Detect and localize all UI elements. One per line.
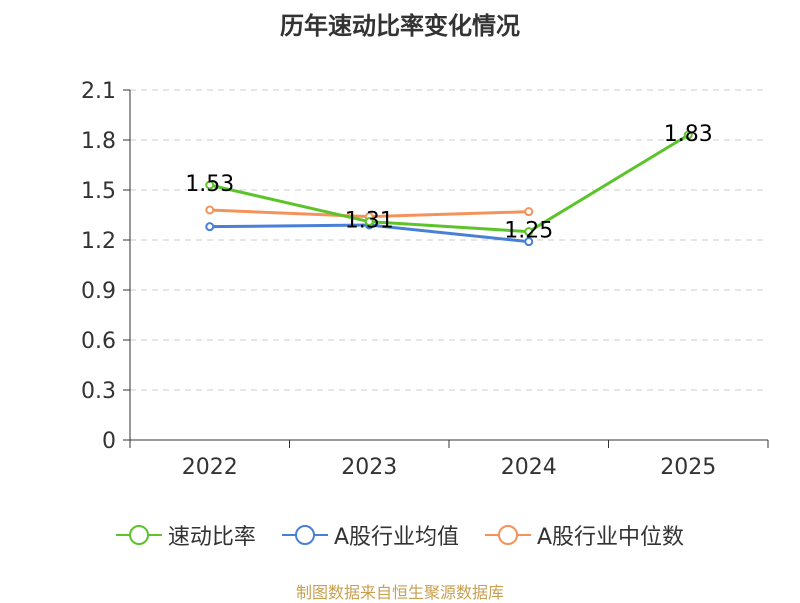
y-tick-label: 1.8 xyxy=(81,129,116,154)
data-point xyxy=(205,222,215,232)
y-tick-label: 0.3 xyxy=(81,379,116,404)
chart-title: 历年速动比率变化情况 xyxy=(280,12,520,40)
data-point xyxy=(683,130,693,140)
legend-label-industry-mean: A股行业均值 xyxy=(333,525,459,550)
data-source-note: 制图数据来自恒生聚源数据库 xyxy=(295,583,504,602)
legend-item-quick-ratio[interactable]: 速动比率 xyxy=(115,519,256,551)
data-point xyxy=(524,237,534,247)
y-tick-label: 0.9 xyxy=(81,279,116,304)
y-tick-label: 0 xyxy=(102,429,116,454)
y-tick-label: 2.1 xyxy=(81,79,116,104)
y-tick-label: 0.6 xyxy=(81,329,116,354)
y-tick-label: 1.2 xyxy=(81,229,116,254)
data-label: 1.31 xyxy=(345,209,394,234)
data-point xyxy=(205,205,215,215)
data-point xyxy=(364,217,374,227)
data-label: 1.25 xyxy=(504,219,553,244)
legend-item-industry-mean[interactable]: A股行业均值 xyxy=(281,519,459,551)
y-tick-label: 1.5 xyxy=(81,179,116,204)
x-tick-label: 2023 xyxy=(341,455,397,480)
line-chart: 0 0.3 0.6 0.9 1.2 1.5 1.8 2.1 2022 2023 2024 2025 1.… xyxy=(81,79,769,480)
x-tick-label: 2024 xyxy=(501,455,557,480)
data-label: 1.83 xyxy=(664,122,713,147)
legend-swatch-industry-mean-icon xyxy=(281,525,328,545)
legend-swatch-quick-ratio-icon xyxy=(115,525,162,545)
data-point xyxy=(205,180,215,190)
data-point xyxy=(524,227,534,237)
x-tick-label: 2025 xyxy=(660,455,716,480)
data-label: 1.53 xyxy=(185,172,234,197)
x-tick-label: 2022 xyxy=(182,455,238,480)
legend-label-industry-median: A股行业中位数 xyxy=(537,525,685,550)
legend-item-industry-median[interactable]: A股行业中位数 xyxy=(485,519,684,551)
series-line-0 xyxy=(209,133,690,234)
data-point xyxy=(524,207,534,217)
legend-swatch-industry-median-icon xyxy=(485,525,531,545)
legend: 速动比率 A股行业均值 A股行业中位数 xyxy=(0,519,800,551)
legend-label-quick-ratio: 速动比率 xyxy=(167,525,256,550)
